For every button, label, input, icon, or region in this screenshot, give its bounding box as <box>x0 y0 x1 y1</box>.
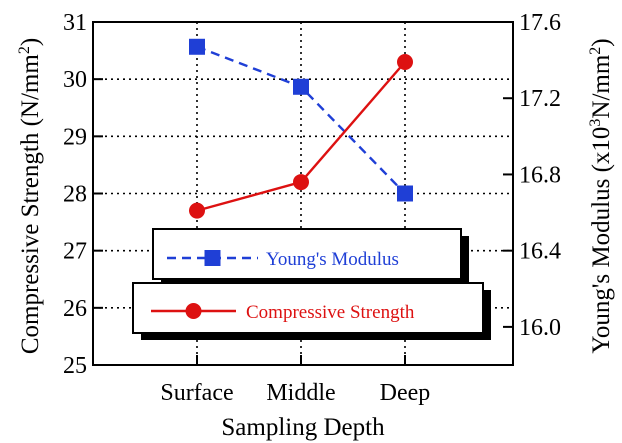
y-axis-right-main: Young's Modulus (x10 <box>588 127 615 354</box>
legend-box-youngs <box>152 228 462 280</box>
point-compressive-0 <box>189 202 205 219</box>
legend-square-youngs <box>204 250 221 266</box>
point-youngs-1 <box>293 78 309 95</box>
legend-marker-youngs <box>204 250 221 266</box>
right-tick-label-0: 16.0 <box>519 315 561 341</box>
left-tick-label-1: 26 <box>63 296 87 322</box>
legend-label-compressive: Compressive Strength <box>246 302 415 323</box>
left-tick-label-3: 28 <box>63 182 87 208</box>
right-tick-label-2: 16.8 <box>519 162 561 188</box>
x-axis-title: Sampling Depth <box>221 414 385 441</box>
left-tick-label-4: 29 <box>63 124 87 150</box>
legend-entry-youngs-modulus: Young's Modulus <box>152 228 469 286</box>
right-tick-label-3: 17.2 <box>519 86 561 112</box>
left-tick-label-5: 30 <box>63 67 87 93</box>
y-axis-right-sup2: 2 <box>587 47 604 55</box>
axis-layer: 25 26 27 28 29 30 31 Surface Middle Deep 16.0 16.4 1… <box>63 10 561 406</box>
legend-circle-compressive <box>185 303 202 319</box>
y-axis-left-tail: ) <box>17 38 44 46</box>
y-axis-right-tail: ) <box>588 38 615 46</box>
point-compressive-2 <box>397 54 413 71</box>
y-axis-right-sup1: 3 <box>587 119 604 127</box>
point-youngs-2 <box>397 185 413 202</box>
x-tick-label-2: Deep <box>380 380 431 406</box>
right-tick-label-1: 16.4 <box>519 239 561 265</box>
y-axis-left-main: Compressive Strength (N/mm <box>17 54 44 355</box>
y-axis-left-sup: 2 <box>16 46 33 54</box>
point-compressive-1 <box>293 174 309 191</box>
series-layer <box>189 38 413 219</box>
legend-label-youngs: Young's Modulus <box>266 249 399 270</box>
x-tick-label-0: Surface <box>160 380 233 406</box>
y-axis-title-left: Compressive Strength (N/mm2) <box>16 38 44 354</box>
legend-marker-compressive <box>185 303 202 319</box>
legend: Young's Modulus Compressive Strength <box>132 228 491 340</box>
y-axis-right-mid: N/mm <box>588 54 615 118</box>
left-tick-label-6: 31 <box>63 10 87 36</box>
right-tick-label-4: 17.6 <box>519 10 561 36</box>
series-line-youngs <box>196 45 406 195</box>
left-tick-label-2: 27 <box>63 239 87 265</box>
y-axis-title-right: Young's Modulus (x103N/mm2) <box>587 38 615 353</box>
left-tick-label-0: 25 <box>63 353 87 379</box>
legend-entry-compressive-strength: Compressive Strength <box>132 282 491 340</box>
point-youngs-0 <box>189 38 205 55</box>
x-tick-label-1: Middle <box>266 380 335 406</box>
